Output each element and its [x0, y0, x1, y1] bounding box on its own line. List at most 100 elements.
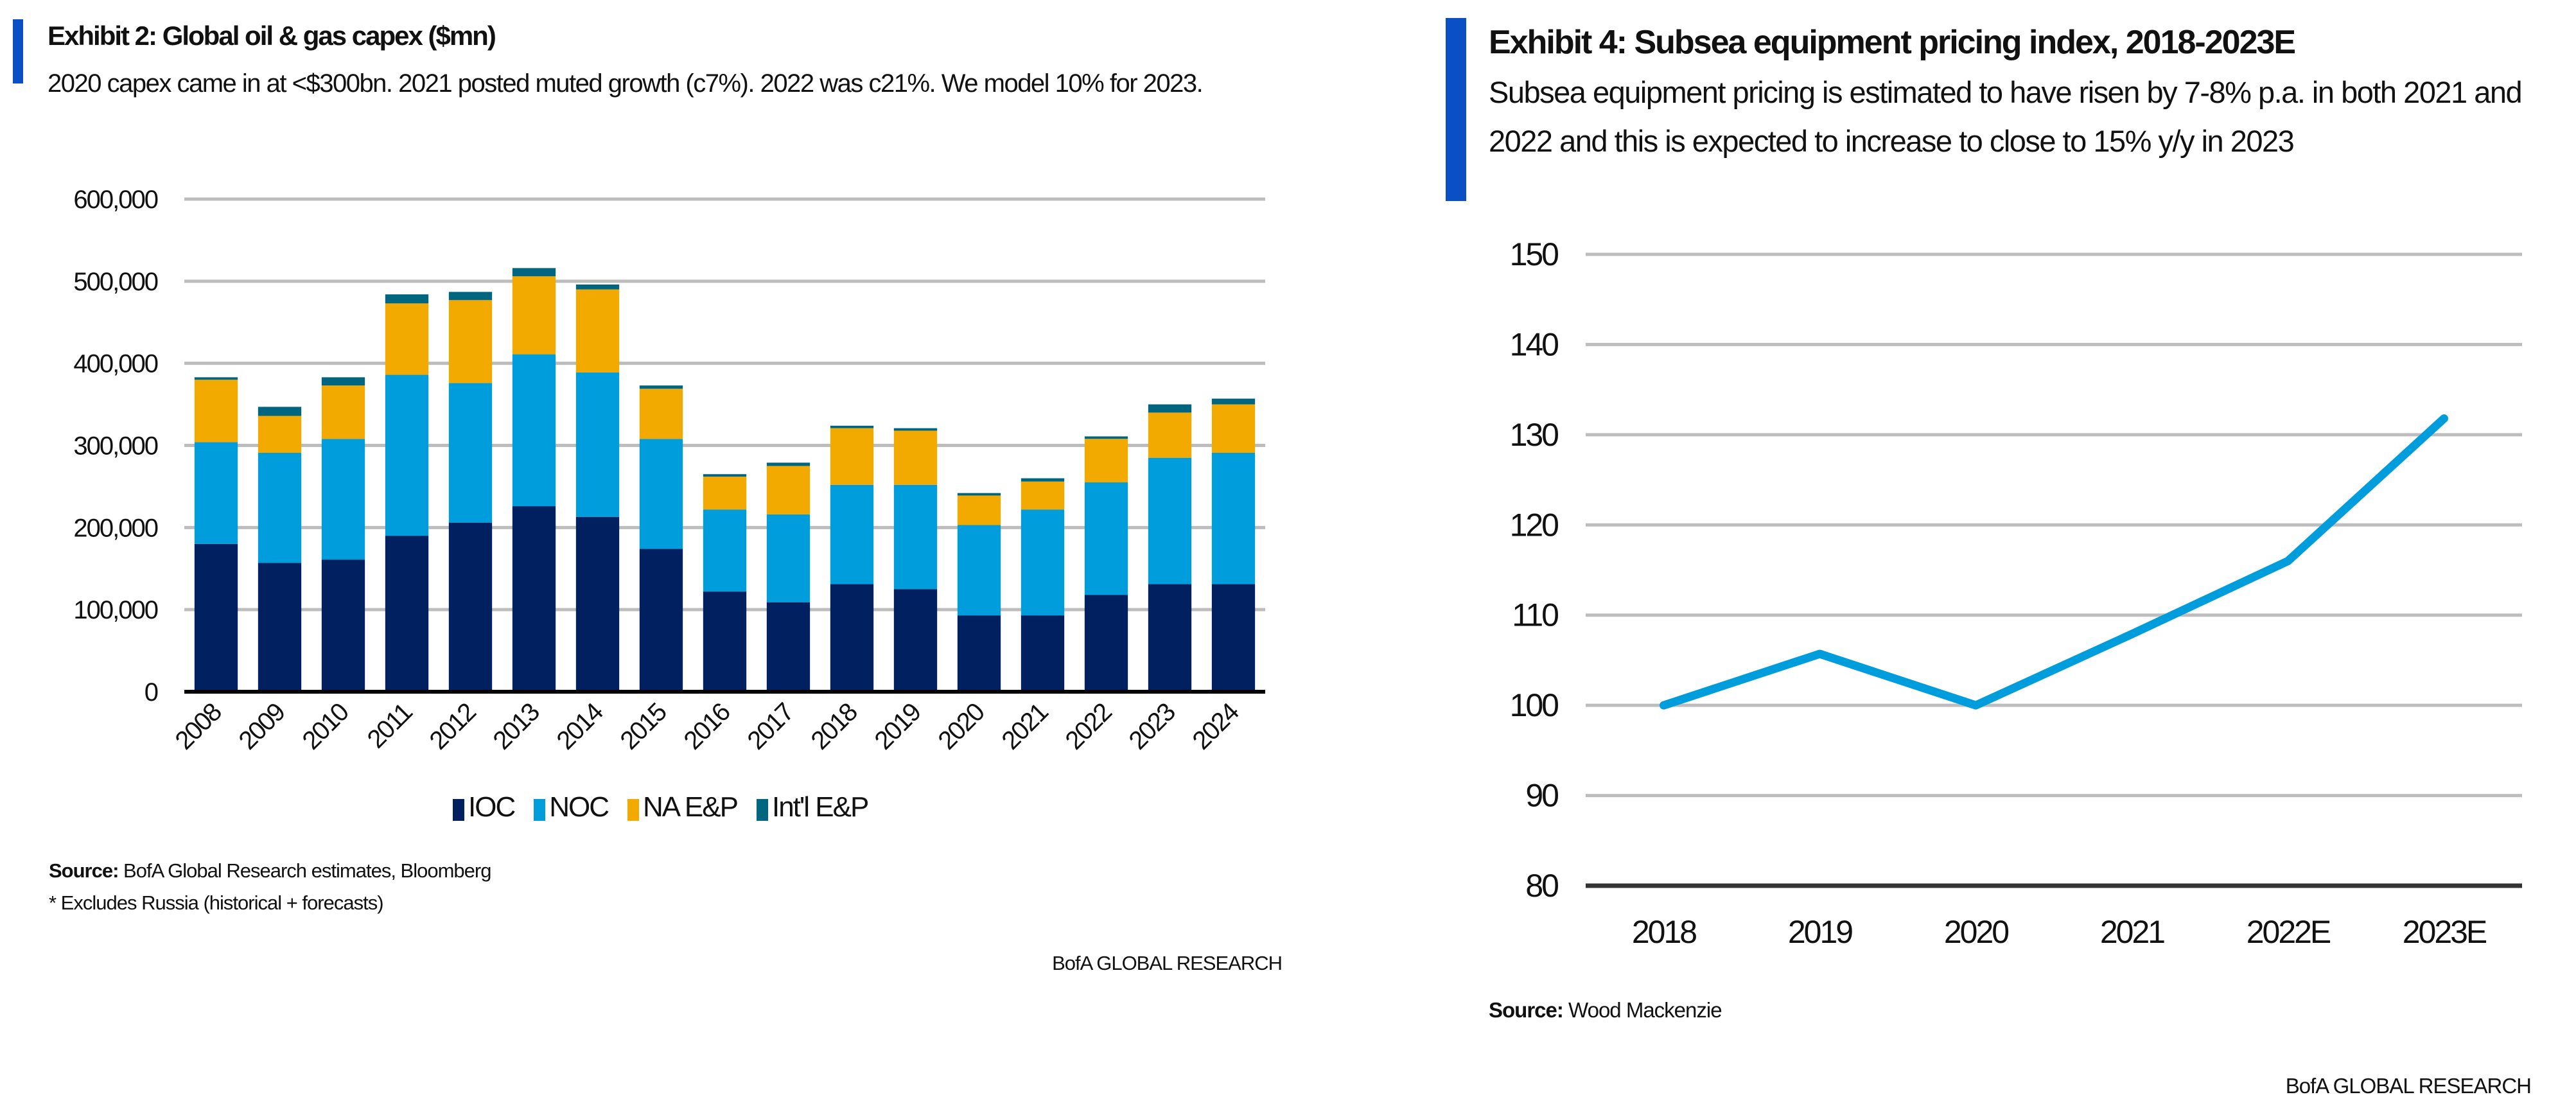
bar-segment-int-l-e-p [512, 268, 556, 277]
bar-segment-na-e-p [448, 300, 493, 383]
bar-segment-ioc [766, 602, 810, 692]
bar-segment-ioc [703, 592, 747, 692]
x-tick-label: 2020 [1944, 914, 2008, 950]
legend-label: IOC [468, 791, 516, 823]
bar-segment-na-e-p [957, 495, 1001, 525]
bar-segment-noc [1084, 482, 1128, 595]
bar-segment-noc [830, 484, 874, 584]
left-chart-title: Exhibit 2: Global oil & gas capex ($mn) [48, 21, 496, 51]
y-tick-label: 120 [1510, 507, 1559, 543]
right-brand: BofA GLOBAL RESEARCH [2285, 1074, 2532, 1098]
bar-segment-noc [258, 453, 302, 563]
bar-segment-na-e-p [766, 466, 810, 514]
subsea-line-chart: 80 90 100 110 120 130 140 150 2018 2019 2020 2021 20… [1510, 236, 2522, 950]
bar-segment-na-e-p [575, 289, 620, 373]
bar-segment-int-l-e-p [321, 377, 365, 386]
legend-swatch [627, 799, 640, 821]
bar-segment-noc [639, 439, 683, 549]
bar-segment-na-e-p [1148, 412, 1192, 458]
x-tick-label: 2021 [2100, 914, 2164, 950]
right-source-text: Wood Mackenzie [1568, 998, 1722, 1022]
bar-segment-int-l-e-p [575, 284, 620, 290]
x-tick-label: 2022 [1060, 698, 1117, 755]
y-tick-label: 400,000 [73, 350, 157, 378]
x-tick-label: 2022E [2247, 914, 2331, 950]
bar-segment-ioc [321, 559, 365, 692]
legend-label: NOC [549, 791, 609, 823]
x-tick-label: 2008 [170, 698, 227, 755]
y-tick-label: 150 [1510, 236, 1559, 272]
y-tick-label: 130 [1510, 417, 1559, 453]
bar-segment-ioc [258, 563, 302, 692]
legend-item: NA E&P [627, 791, 739, 823]
bar-segment-int-l-e-p [703, 474, 747, 477]
x-tick-label: 2014 [551, 698, 609, 755]
bar-segment-int-l-e-p [448, 292, 493, 301]
bar-segment-na-e-p [1021, 481, 1065, 510]
bar-segment-ioc [448, 522, 493, 692]
bar-segment-ioc [1021, 615, 1065, 692]
x-tick-label: 2020 [933, 698, 990, 755]
x-tick-label: 2023E [2403, 914, 2487, 950]
x-tick-label: 2015 [615, 698, 672, 755]
left-chart-subtitle: 2020 capex came in at <$300bn. 2021 post… [48, 69, 1204, 98]
bar-segment-int-l-e-p [194, 377, 238, 380]
bar-segment-na-e-p [194, 380, 238, 443]
capex-bar-chart: 0 100,000 200,000 300,000 400,000 500,000 600,… [73, 186, 1265, 755]
x-tick-label: 2012 [424, 698, 481, 755]
x-tick-label: 2019 [1788, 914, 1852, 950]
bar-segment-noc [448, 383, 493, 523]
y-tick-label: 100,000 [73, 596, 157, 624]
bar-segment-na-e-p [893, 430, 938, 485]
bar-segment-int-l-e-p [830, 425, 874, 428]
y-tick-label: 110 [1512, 597, 1558, 633]
bar-segment-na-e-p [512, 276, 556, 355]
bar-segment-na-e-p [321, 385, 365, 439]
left-brand: BofA GLOBAL RESEARCH [1052, 952, 1283, 974]
legend-swatch [756, 799, 768, 821]
right-source: Source: Wood Mackenzie [1489, 998, 1722, 1023]
x-tick-label: 2016 [678, 698, 735, 755]
y-tick-label: 100 [1510, 687, 1559, 723]
left-source-label: Source: [49, 859, 119, 882]
bar-segment-noc [1211, 453, 1256, 584]
bar-segment-noc [703, 509, 747, 592]
bar-segment-ioc [512, 506, 556, 692]
right-accent-bar [1446, 18, 1466, 201]
bar-segment-na-e-p [830, 428, 874, 485]
pricing-index-line [1660, 414, 2448, 710]
legend-swatch [453, 799, 464, 821]
legend-item: NOC [534, 791, 609, 823]
x-tick-label: 2018 [805, 698, 863, 755]
left-note: * Excludes Russia (historical + forecast… [49, 891, 384, 914]
x-tick-label: 2010 [297, 698, 354, 755]
x-tick-label: 2011 [362, 698, 418, 754]
right-chart-title: Exhibit 4: Subsea equipment pricing inde… [1489, 24, 2296, 61]
y-tick-label: 90 [1525, 778, 1558, 814]
x-tick-label: 2013 [487, 698, 545, 755]
bar-segment-noc [766, 514, 810, 602]
x-tick-label: 2009 [233, 698, 290, 755]
bar-segment-ioc [385, 536, 429, 692]
bar-segment-ioc [957, 615, 1001, 692]
bar-segment-ioc [639, 549, 683, 692]
left-source: Source: BofA Global Research estimates, … [49, 859, 491, 882]
y-tick-label: 600,000 [73, 186, 157, 214]
y-tick-label: 200,000 [73, 514, 157, 542]
bar-segment-int-l-e-p [385, 294, 429, 304]
bar-segment-int-l-e-p [1148, 404, 1192, 413]
bar-segment-na-e-p [258, 416, 302, 453]
bar-segment-ioc [830, 584, 874, 692]
bar-segment-na-e-p [639, 389, 683, 439]
x-tick-label: 2023 [1123, 698, 1180, 755]
x-tick-label: 2019 [869, 698, 926, 755]
bar-segment-na-e-p [385, 303, 429, 375]
bar-segment-int-l-e-p [1084, 436, 1128, 439]
left-accent-bar [13, 19, 23, 83]
bar-segment-ioc [1148, 584, 1192, 692]
bar-segment-ioc [1084, 595, 1128, 692]
bar-segment-noc [194, 442, 238, 544]
y-tick-label: 500,000 [73, 268, 157, 296]
bar-segment-na-e-p [703, 477, 747, 510]
legend-swatch [534, 799, 546, 821]
